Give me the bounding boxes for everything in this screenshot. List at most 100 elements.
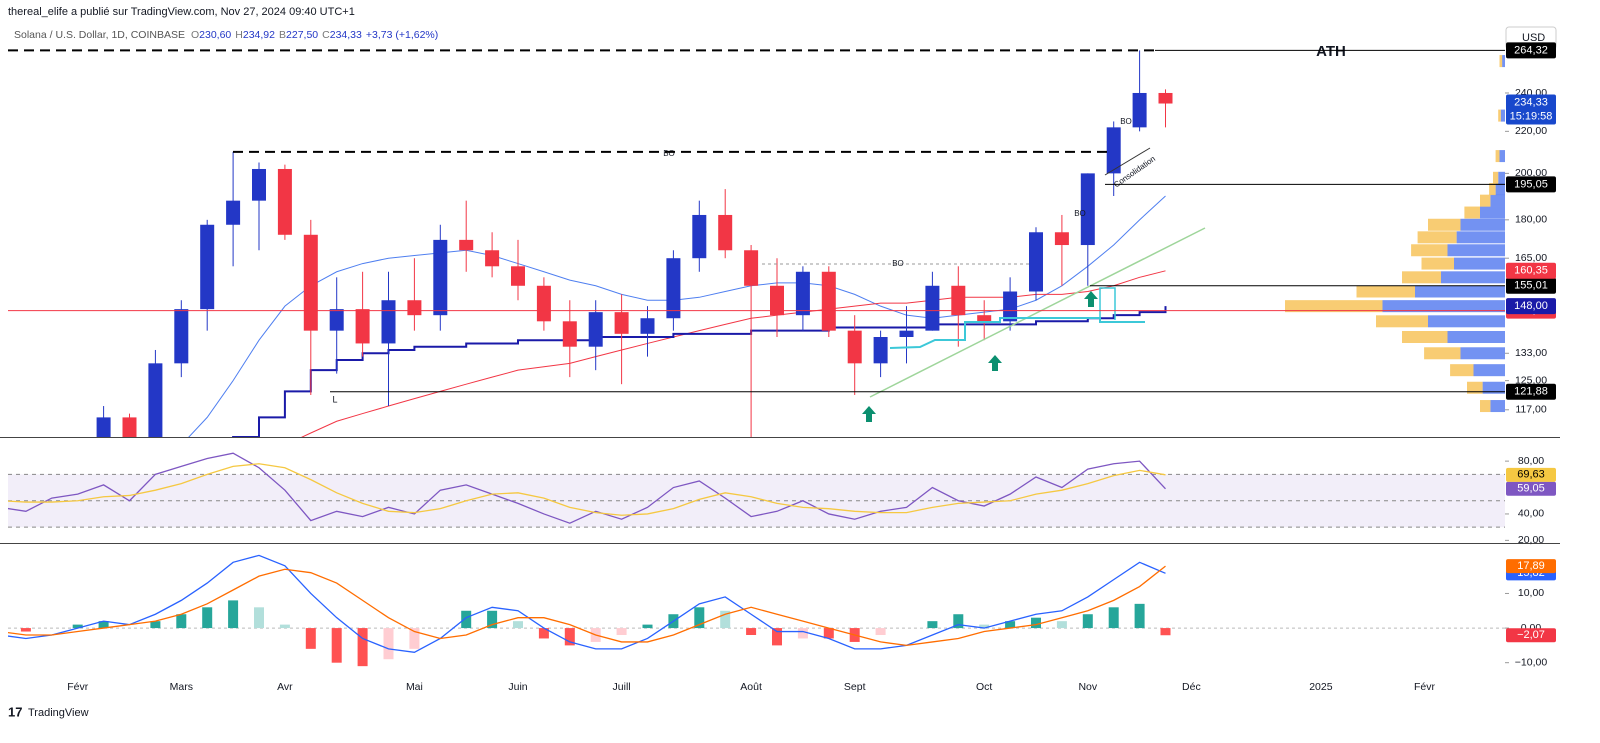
histogram-bar [1134, 603, 1145, 629]
candle-body [873, 337, 888, 364]
candle-body [252, 168, 266, 201]
indicator-line [8, 452, 1166, 524]
candle-body [821, 271, 836, 331]
moving-average [232, 306, 1167, 437]
candle-body [899, 330, 914, 338]
candle-body [329, 309, 344, 331]
histogram-bar [772, 628, 782, 646]
y-tick-label: 20,00 [1518, 534, 1544, 546]
histogram-bar [720, 610, 731, 629]
histogram-bar [279, 624, 290, 629]
volume-buy [1502, 55, 1505, 68]
volume-sell [1402, 331, 1448, 344]
candle-body [588, 312, 603, 347]
candle-body [226, 200, 241, 225]
ohlc-key: C [322, 29, 330, 41]
price-label: 155,01 [1514, 280, 1548, 292]
y-tick-label: 117,00 [1515, 404, 1546, 416]
zone-outline [1099, 287, 1116, 320]
volume-sell [1424, 347, 1461, 360]
price-label-box [1506, 298, 1556, 315]
candle-body [536, 285, 551, 322]
volume-sell [1285, 300, 1383, 313]
histogram-bar [72, 624, 83, 629]
annotation: L [332, 394, 337, 404]
ohlc-value: 234,92 [243, 29, 275, 41]
indicator-line [8, 565, 1166, 647]
tv-logo: 17 [8, 704, 22, 719]
footer: TradingView [28, 707, 89, 719]
volume-buy [1447, 244, 1505, 257]
candle-body [977, 315, 992, 322]
x-tick-label: Juin [508, 681, 527, 693]
candle-body [0, 488, 7, 516]
volume-sell [1428, 218, 1461, 231]
price-label-box [1506, 277, 1556, 294]
volume-buy [1490, 194, 1505, 207]
volume-sell [1376, 315, 1428, 328]
volume-sell [1421, 257, 1454, 270]
trend-line [869, 227, 1206, 398]
last-price: 234,33 [1514, 96, 1548, 108]
candle-body [303, 234, 318, 331]
y-tick-label: 80,00 [1518, 455, 1544, 467]
candle-body [718, 214, 733, 251]
price-label-box [1506, 262, 1556, 279]
histogram-bar [642, 624, 653, 629]
price-label: 121,88 [1514, 386, 1548, 398]
volume-buy [1415, 285, 1505, 298]
candle-body [174, 309, 189, 364]
histogram-bar [409, 628, 420, 649]
price-pane [0, 50, 1505, 516]
candle-body [1132, 92, 1147, 128]
y-tick-label: 220,00 [1515, 125, 1547, 137]
candle-body [277, 168, 292, 235]
candle-body [355, 309, 370, 344]
volume-buy [1428, 315, 1505, 328]
volume-buy [1454, 257, 1505, 270]
candle-body [744, 250, 759, 286]
histogram-bar [1031, 617, 1041, 629]
x-tick-label: Oct [976, 681, 992, 693]
y-tick-label: 133,00 [1515, 347, 1547, 359]
x-tick-label: Août [740, 681, 762, 693]
candle-body [1106, 127, 1121, 174]
candle-body [122, 417, 137, 437]
candle-body [951, 285, 966, 316]
x-tick-label: Avr [277, 681, 293, 693]
price-label: 17,89 [1517, 560, 1545, 572]
volume-buy [1480, 206, 1505, 219]
price-label: 69,63 [1517, 469, 1545, 481]
price-label: 59,05 [1517, 483, 1545, 495]
candle-body [1054, 232, 1069, 246]
y-tick-label: 10,00 [1518, 587, 1544, 599]
candle-body [381, 300, 396, 344]
ohlc-key: B [279, 29, 286, 41]
annotation: ATH [1316, 43, 1346, 60]
ohlc-value: 230,60 [199, 29, 231, 41]
volume-sell [1450, 364, 1474, 377]
histogram-bar [694, 607, 705, 629]
moving-average [188, 195, 1166, 437]
histogram-bar [331, 628, 342, 663]
volume-sell [1467, 381, 1483, 394]
candle-body [640, 318, 655, 334]
x-tick-label: Févr [1414, 681, 1436, 693]
volume-buy [1498, 171, 1505, 184]
histogram-bar [979, 624, 990, 629]
volume-sell [1480, 194, 1491, 207]
candle-body [847, 330, 862, 364]
indicator-line [8, 554, 1166, 653]
macd-pane [8, 554, 1505, 667]
x-tick-label: Mars [170, 681, 193, 693]
price-label-box [1506, 383, 1556, 400]
moving-average [301, 270, 1166, 437]
candle-body [511, 266, 525, 286]
price-label-box [1506, 481, 1556, 496]
currency[interactable]: USD [1522, 32, 1545, 44]
histogram-bar [953, 614, 964, 629]
volume-sell [1489, 183, 1496, 196]
candle-body [148, 363, 163, 437]
volume-buy [1460, 218, 1505, 231]
histogram-bar [20, 628, 31, 632]
